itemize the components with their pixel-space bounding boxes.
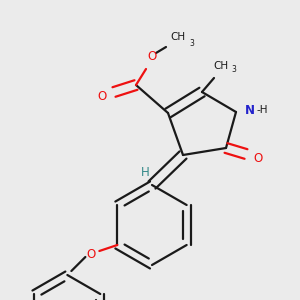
Text: N: N [245, 103, 255, 116]
Text: O: O [147, 50, 157, 64]
Text: O: O [98, 91, 106, 103]
Text: O: O [87, 248, 96, 262]
Text: -H: -H [256, 105, 268, 115]
Text: H: H [141, 166, 150, 178]
Text: CH: CH [213, 61, 229, 71]
Text: 3: 3 [190, 38, 194, 47]
Text: 3: 3 [232, 65, 236, 74]
Text: CH: CH [170, 32, 186, 42]
Text: O: O [254, 152, 262, 164]
